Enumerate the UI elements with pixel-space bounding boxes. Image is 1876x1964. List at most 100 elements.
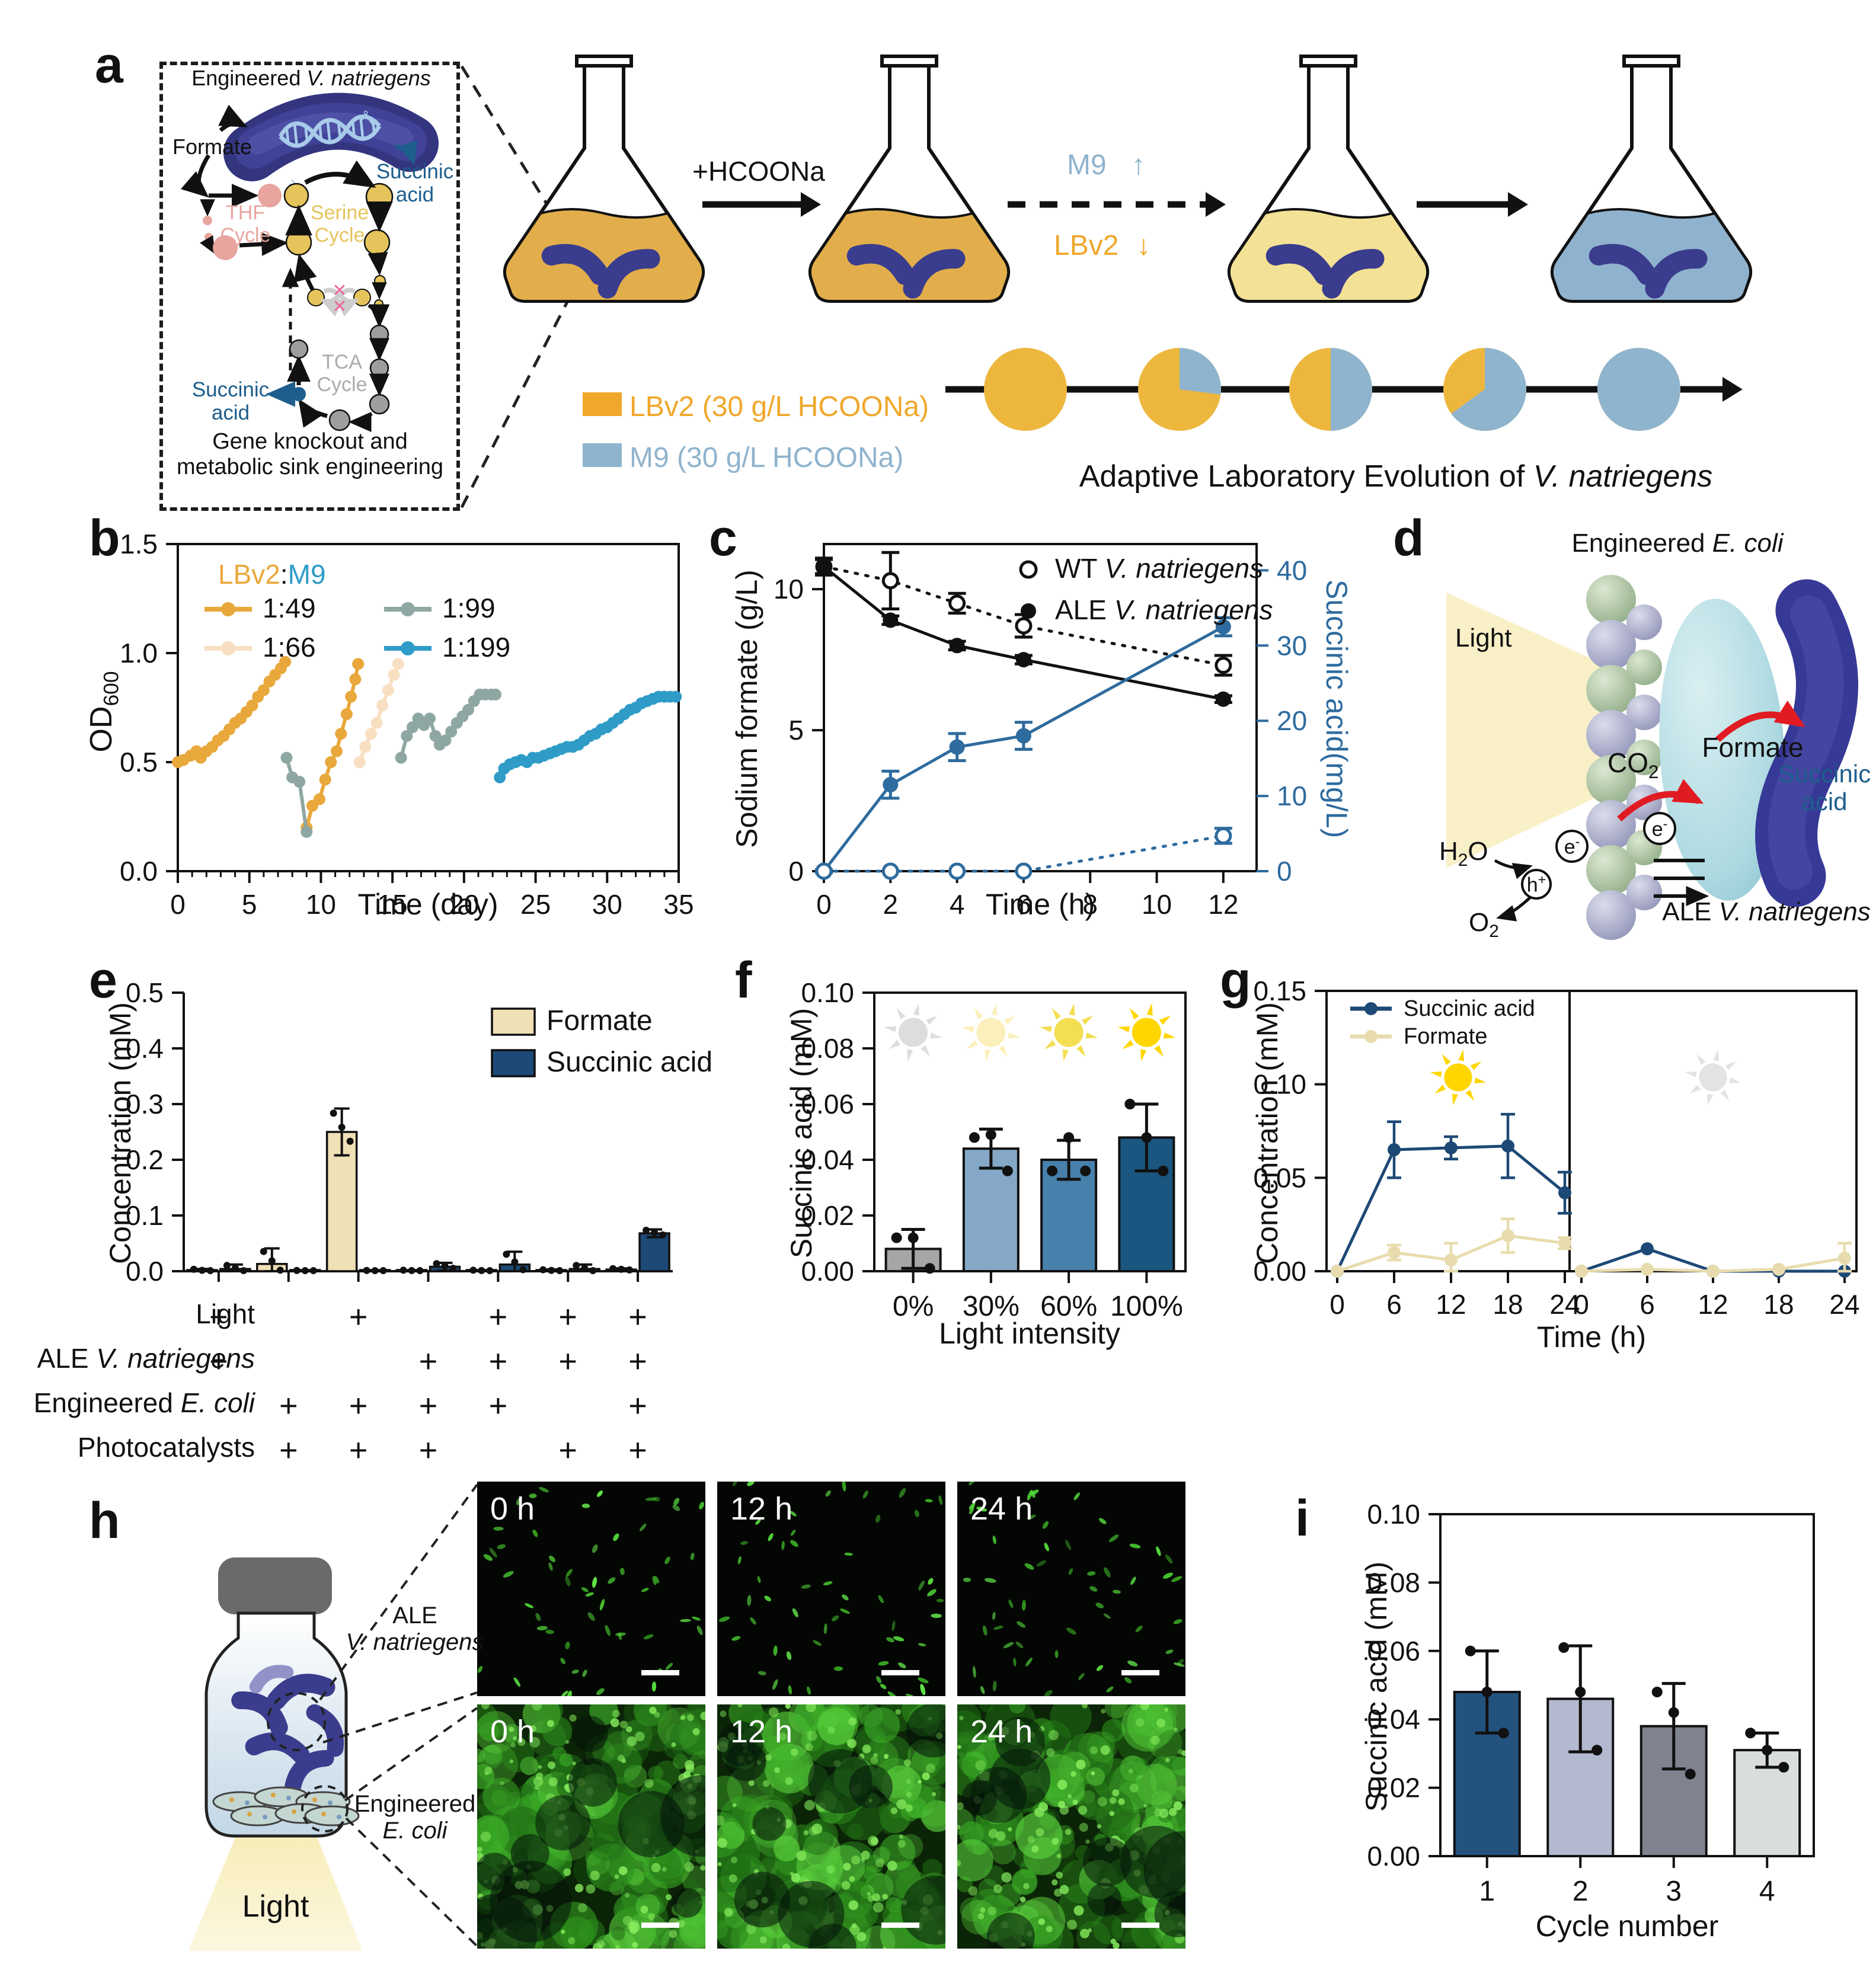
cell-dot — [532, 1529, 538, 1537]
biofilm-blob — [1121, 1924, 1164, 1949]
cell-dot — [982, 1625, 987, 1636]
sun-ray — [926, 1015, 938, 1025]
cell-dot — [882, 1946, 887, 1949]
cell-dot — [1013, 1658, 1017, 1666]
biofilm-blob — [654, 1760, 680, 1787]
cell-dot — [651, 1681, 657, 1692]
cell-dot — [848, 1900, 858, 1911]
data-point — [349, 673, 362, 686]
panel-c-label: c — [709, 510, 737, 567]
cell-dot — [867, 1892, 871, 1896]
cell-dot — [1015, 1641, 1024, 1649]
data-point — [376, 699, 389, 712]
sun-ray — [1434, 1085, 1446, 1094]
biofilm-blob — [796, 1843, 843, 1891]
x-tick-label: 60% — [1040, 1291, 1097, 1322]
charts-layer: 0.00.51.01.50 5 10 15 20 25 30 35LBv2:M91:491:6… — [120, 529, 1860, 1907]
cell-dot — [536, 1626, 548, 1631]
scatter-dot — [1591, 1745, 1603, 1756]
cell-dot — [1106, 1686, 1114, 1693]
x-tick-label: 25 — [520, 889, 551, 920]
cell-dot — [1065, 1540, 1072, 1550]
cell-dot — [618, 1866, 628, 1876]
matrix-plus-sign: + — [349, 1388, 368, 1424]
sun-ray — [896, 1007, 906, 1020]
scatter-dot — [486, 1267, 494, 1275]
cell-dot — [1036, 1828, 1044, 1837]
cell-dot — [590, 1870, 600, 1880]
cell-dot — [880, 1684, 887, 1690]
photocatalyst-sphere — [1626, 695, 1662, 730]
data-point — [1501, 1229, 1514, 1243]
cell-dot — [811, 1823, 823, 1834]
biofilm-blob — [879, 1834, 916, 1870]
dark-patch — [672, 1888, 702, 1918]
sun-ray — [1154, 1045, 1164, 1057]
y-tick-label: 0.06 — [1367, 1636, 1420, 1666]
cell-dot — [641, 1588, 649, 1592]
biofilm-blob — [921, 1754, 938, 1771]
cell-dot — [747, 1482, 755, 1486]
biofilm-blob — [624, 1764, 647, 1788]
cell-dot — [561, 1690, 568, 1696]
biofilm-blob — [586, 1851, 611, 1876]
cell-dot — [747, 1595, 752, 1606]
cell-dot — [1098, 1518, 1107, 1524]
dark-patch — [726, 1741, 766, 1781]
biofilm-blob — [768, 1745, 810, 1789]
scatter-dot — [268, 1257, 276, 1265]
cell-dot — [1038, 1802, 1049, 1812]
scatter-dot — [1778, 1761, 1789, 1773]
data-point — [352, 658, 365, 670]
f-xlabel: Light intensity — [939, 1317, 1120, 1350]
cell-dot — [654, 1712, 660, 1718]
dark-patch — [1087, 1882, 1122, 1917]
h2o-label: H2O — [1439, 837, 1488, 870]
y-tick-label: 1.5 — [120, 529, 158, 559]
matrix-row-photocatalysts: Photocatalysts — [77, 1432, 255, 1463]
sun-ray — [1163, 1032, 1176, 1039]
cell-dot — [846, 1739, 854, 1746]
scatter-dot — [1141, 1132, 1152, 1143]
biofilm-blob — [990, 1839, 1017, 1864]
sun-ray — [1430, 1071, 1442, 1077]
sun-core — [896, 1015, 931, 1050]
legend-marker — [1019, 560, 1038, 579]
disc-speckle — [263, 1815, 267, 1819]
cell-dot — [765, 1754, 772, 1761]
scatter-dot — [371, 1267, 379, 1275]
electron-icon — [1643, 812, 1676, 845]
scatter-dot — [1558, 1642, 1570, 1653]
micrograph-bg — [957, 1482, 1185, 1696]
biofilm-blob — [1086, 1767, 1105, 1786]
d-light-label: Light — [1455, 623, 1512, 652]
matrix-plus-sign: + — [418, 1432, 438, 1468]
cell-dot — [1025, 1658, 1033, 1666]
matrix-plus-sign: + — [279, 1432, 298, 1468]
y-tick-label: 0.5 — [126, 977, 164, 1008]
cell-dot — [1163, 1572, 1173, 1579]
biofilm-blob — [979, 1704, 993, 1713]
scatter-dot — [573, 1262, 580, 1269]
ale-caption: Adaptive Laboratory Evolution of V. natr… — [1079, 459, 1713, 494]
cell-dot — [661, 1867, 667, 1872]
sun-icon — [884, 1003, 942, 1062]
y-tick-label: 0.5 — [120, 747, 158, 778]
cell-dot — [737, 1556, 742, 1565]
cell-dot — [987, 1907, 997, 1915]
cell-dot — [612, 1710, 620, 1718]
cell-dot — [1140, 1704, 1149, 1710]
scatter-dot — [1063, 1132, 1075, 1143]
cell-dot — [728, 1874, 737, 1883]
cell-dot — [806, 1704, 816, 1713]
x-tick-label: 24 — [1829, 1289, 1859, 1320]
scatter-dot — [276, 1266, 284, 1274]
cell-dot — [851, 1855, 861, 1865]
arrow-head — [1722, 377, 1743, 402]
x-tick-label: 1 — [1479, 1876, 1495, 1907]
biofilm-blob — [800, 1821, 834, 1855]
cell-dot — [548, 1761, 555, 1770]
scatter-dot — [239, 1267, 247, 1275]
plot-frame — [177, 543, 680, 872]
scatter-dot — [651, 1229, 659, 1236]
